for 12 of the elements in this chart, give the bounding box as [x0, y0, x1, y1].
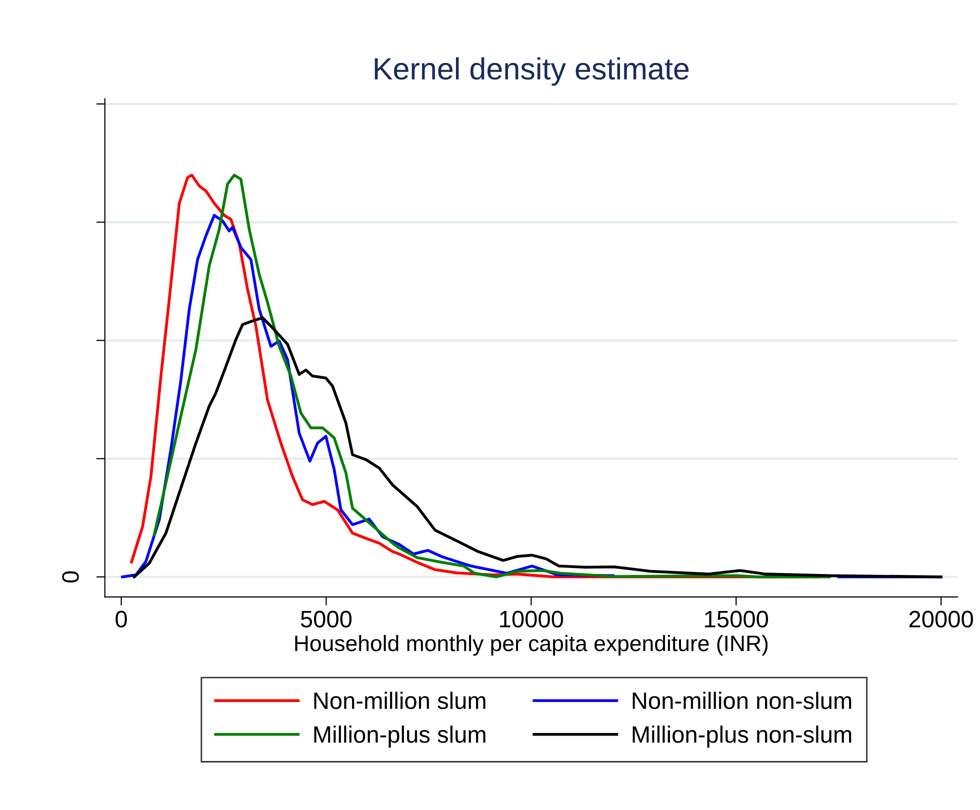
x-tick-label: 0 [116, 610, 127, 628]
legend-label: Non-million non-slum [632, 692, 852, 710]
legend-label: Million-plus non-slum [632, 726, 852, 748]
x-tick-label: 15000 [705, 610, 768, 628]
x-tick-label: 20000 [909, 610, 973, 628]
text: 0 [62, 571, 79, 583]
legend-label: Million-plus slum [314, 726, 486, 748]
x-tick-label: 5000 [300, 610, 352, 628]
chart-title: Kernel density estimate [374, 57, 689, 86]
x-tick-label: 10000 [500, 610, 564, 628]
legend-label: Non-million slum [314, 692, 486, 710]
x-axis-title: Household monthly per capita expenditure (INR) [295, 634, 768, 656]
